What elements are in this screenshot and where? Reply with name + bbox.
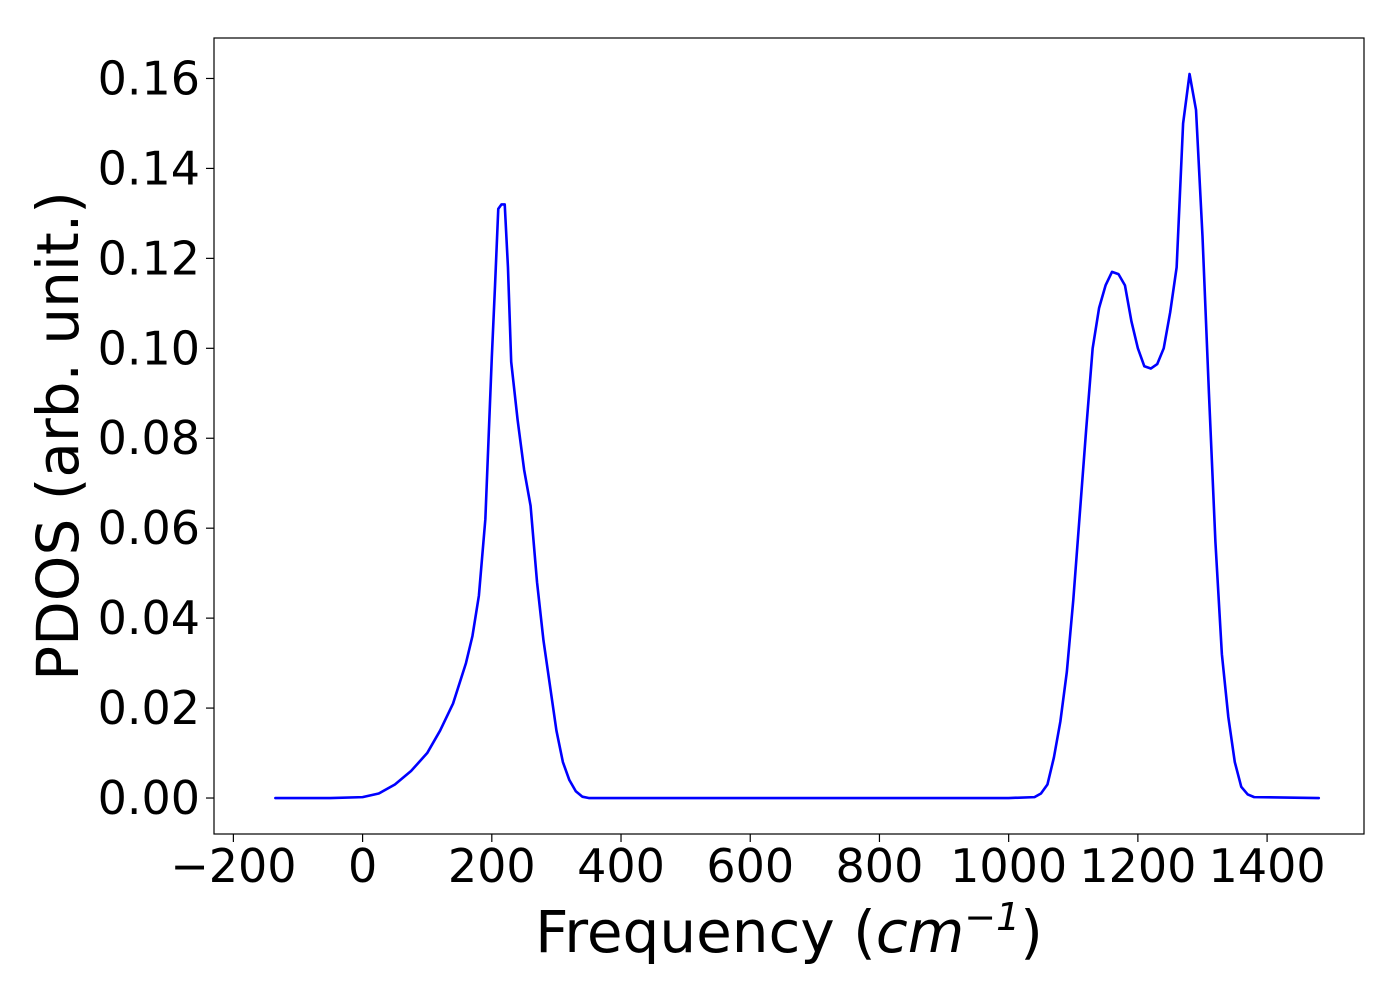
x-tick-label: 200	[448, 839, 536, 893]
y-tick-label: 0.10	[98, 321, 200, 375]
x-axis-label-prefix: Frequency (	[535, 898, 876, 966]
x-axis-label-unit: cm	[876, 898, 964, 966]
x-tick-label: 1200	[1079, 839, 1196, 893]
x-tick-label: 1400	[1209, 839, 1326, 893]
x-axis-label-suffix: )	[1020, 898, 1043, 966]
y-tick-label: 0.04	[98, 591, 200, 645]
y-tick-label: 0.02	[98, 681, 200, 735]
y-tick-label: 0.14	[98, 141, 200, 195]
x-tick-label: 600	[706, 839, 794, 893]
y-tick-label: 0.12	[98, 231, 200, 285]
x-axis-label: Frequency (cm−1)	[535, 895, 1043, 966]
y-tick-label: 0.08	[98, 411, 200, 465]
y-axis-label: PDOS (arb. unit.)	[24, 191, 92, 681]
plot-frame	[213, 37, 1365, 835]
y-tick-label: 0.00	[98, 771, 200, 825]
x-tick-label: 0	[348, 839, 377, 893]
x-tick-label: −200	[170, 839, 296, 893]
y-tick-label: 0.06	[98, 501, 200, 555]
x-tick-label: 800	[836, 839, 924, 893]
y-tick-label: 0.16	[98, 51, 200, 105]
x-axis-label-exponent: −1	[964, 895, 1020, 939]
x-tick-label: 1000	[950, 839, 1067, 893]
pdos-series-line	[274, 72, 1321, 800]
y-axis-ticks: 0.00 0.02 0.04 0.06 0.08 0.10 0.12 0.14 0.16	[98, 51, 214, 825]
x-tick-label: 400	[577, 839, 665, 893]
x-axis-ticks: −200 0 200 400 600 800 1000 1200 1400	[170, 834, 1326, 893]
